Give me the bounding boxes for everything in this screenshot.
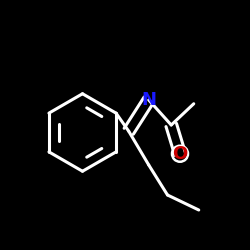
Text: N: N: [141, 91, 156, 109]
Text: O: O: [172, 145, 188, 163]
